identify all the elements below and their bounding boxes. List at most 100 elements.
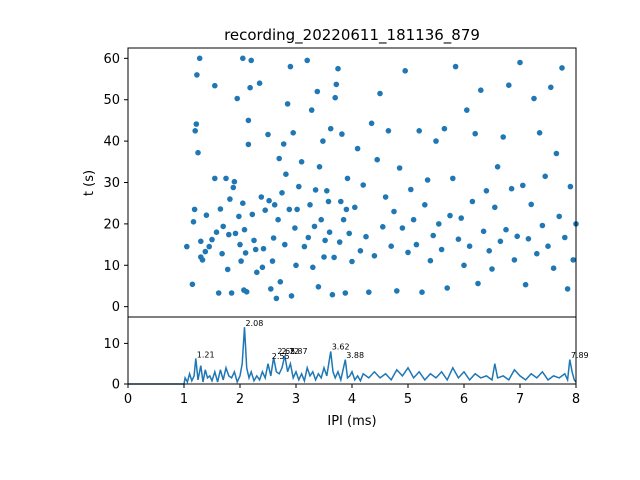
raster-point	[343, 206, 350, 213]
raster-point	[220, 223, 226, 230]
raster-point	[419, 289, 425, 296]
raster-point	[238, 258, 244, 264]
raster-point	[394, 288, 400, 294]
raster-point	[215, 290, 222, 296]
raster-point	[363, 233, 369, 240]
raster-point	[382, 194, 389, 200]
raster-point	[296, 183, 302, 190]
raster-y-tick-label: 20	[103, 217, 120, 232]
raster-point	[444, 285, 451, 291]
raster-point	[528, 201, 534, 208]
raster-point	[304, 57, 311, 64]
raster-point	[287, 63, 294, 70]
raster-point	[396, 165, 403, 171]
raster-point	[542, 173, 548, 180]
raster-point	[413, 241, 420, 248]
raster-y-tick-label: 40	[103, 135, 120, 150]
peak-label: 3.88	[346, 351, 364, 360]
raster-point	[248, 57, 254, 64]
raster-point	[520, 182, 526, 189]
raster-y-tick-label: 30	[103, 176, 120, 191]
histogram-x-tick-label: 2	[236, 392, 244, 407]
raster-point	[271, 202, 278, 208]
raster-point	[259, 264, 266, 271]
raster-point	[227, 196, 233, 202]
raster-point	[508, 185, 515, 192]
raster-point	[277, 279, 284, 285]
raster-point	[206, 243, 212, 250]
histogram-x-ticks: 0 1 2 3 4 5 6 7 8	[124, 384, 580, 407]
raster-point	[236, 213, 242, 220]
raster-point	[286, 206, 293, 213]
raster-point	[280, 141, 287, 147]
raster-y-tick-label: 50	[103, 93, 120, 108]
histogram-x-tick-label: 1	[180, 392, 188, 407]
raster-point	[497, 238, 504, 245]
peak-label: 1.21	[197, 350, 215, 359]
raster-point	[545, 243, 551, 249]
raster-point	[322, 237, 328, 244]
histogram-y-tick-label: 0	[112, 378, 120, 393]
raster-point	[282, 241, 288, 248]
raster-point	[288, 293, 295, 299]
raster-point	[522, 281, 529, 288]
raster-point	[402, 68, 409, 74]
raster-point	[539, 222, 546, 229]
raster-point	[354, 145, 361, 152]
raster-point	[408, 186, 414, 193]
raster-point	[377, 90, 383, 97]
raster-point	[232, 230, 239, 237]
raster-point	[469, 198, 476, 205]
raster-point	[203, 212, 210, 218]
raster-point	[346, 230, 353, 237]
raster-point	[252, 246, 259, 253]
raster-point	[494, 164, 501, 170]
raster-y-axis-label: t (s)	[82, 170, 97, 196]
peak-label: 7.89	[571, 351, 589, 360]
raster-point	[332, 94, 339, 101]
raster-point	[464, 107, 470, 113]
raster-point	[559, 65, 565, 71]
raster-point	[198, 238, 204, 245]
histogram-x-tick-label: 5	[404, 392, 412, 407]
raster-point	[276, 155, 283, 162]
histogram-x-tick-label: 4	[348, 392, 356, 407]
raster-point	[298, 159, 305, 165]
raster-point	[427, 257, 434, 264]
raster-point	[231, 178, 238, 185]
histogram-line	[128, 327, 577, 385]
raster-point	[223, 175, 229, 182]
raster-point	[326, 229, 333, 235]
raster-point	[228, 290, 235, 296]
raster-point	[360, 182, 367, 188]
raster-point	[385, 128, 392, 134]
raster-point	[475, 280, 481, 287]
raster-point	[284, 101, 291, 107]
raster-point	[202, 248, 209, 255]
raster-point	[339, 131, 345, 137]
raster-point	[325, 198, 332, 205]
raster-point	[441, 125, 448, 132]
raster-point	[424, 177, 431, 183]
raster-point	[301, 243, 308, 250]
raster-point	[209, 236, 215, 243]
raster-point	[380, 224, 386, 230]
chart-title: recording_20220611_181136_879	[224, 26, 480, 45]
raster-point	[199, 257, 206, 263]
raster-point	[273, 295, 280, 302]
raster-y-tick-label: 10	[103, 259, 120, 274]
raster-point	[492, 204, 498, 211]
raster-point	[416, 128, 423, 134]
raster-point	[193, 121, 200, 127]
raster-point	[251, 237, 257, 244]
raster-y-tick-label: 0	[112, 300, 120, 315]
raster-point	[349, 258, 355, 265]
raster-point	[536, 130, 543, 136]
raster-point	[314, 88, 321, 95]
raster-point	[506, 82, 512, 88]
raster-point	[194, 72, 200, 78]
raster-point	[283, 171, 289, 177]
raster-point	[247, 84, 253, 91]
peak-label: 2.87	[290, 347, 308, 356]
raster-point	[567, 183, 574, 190]
